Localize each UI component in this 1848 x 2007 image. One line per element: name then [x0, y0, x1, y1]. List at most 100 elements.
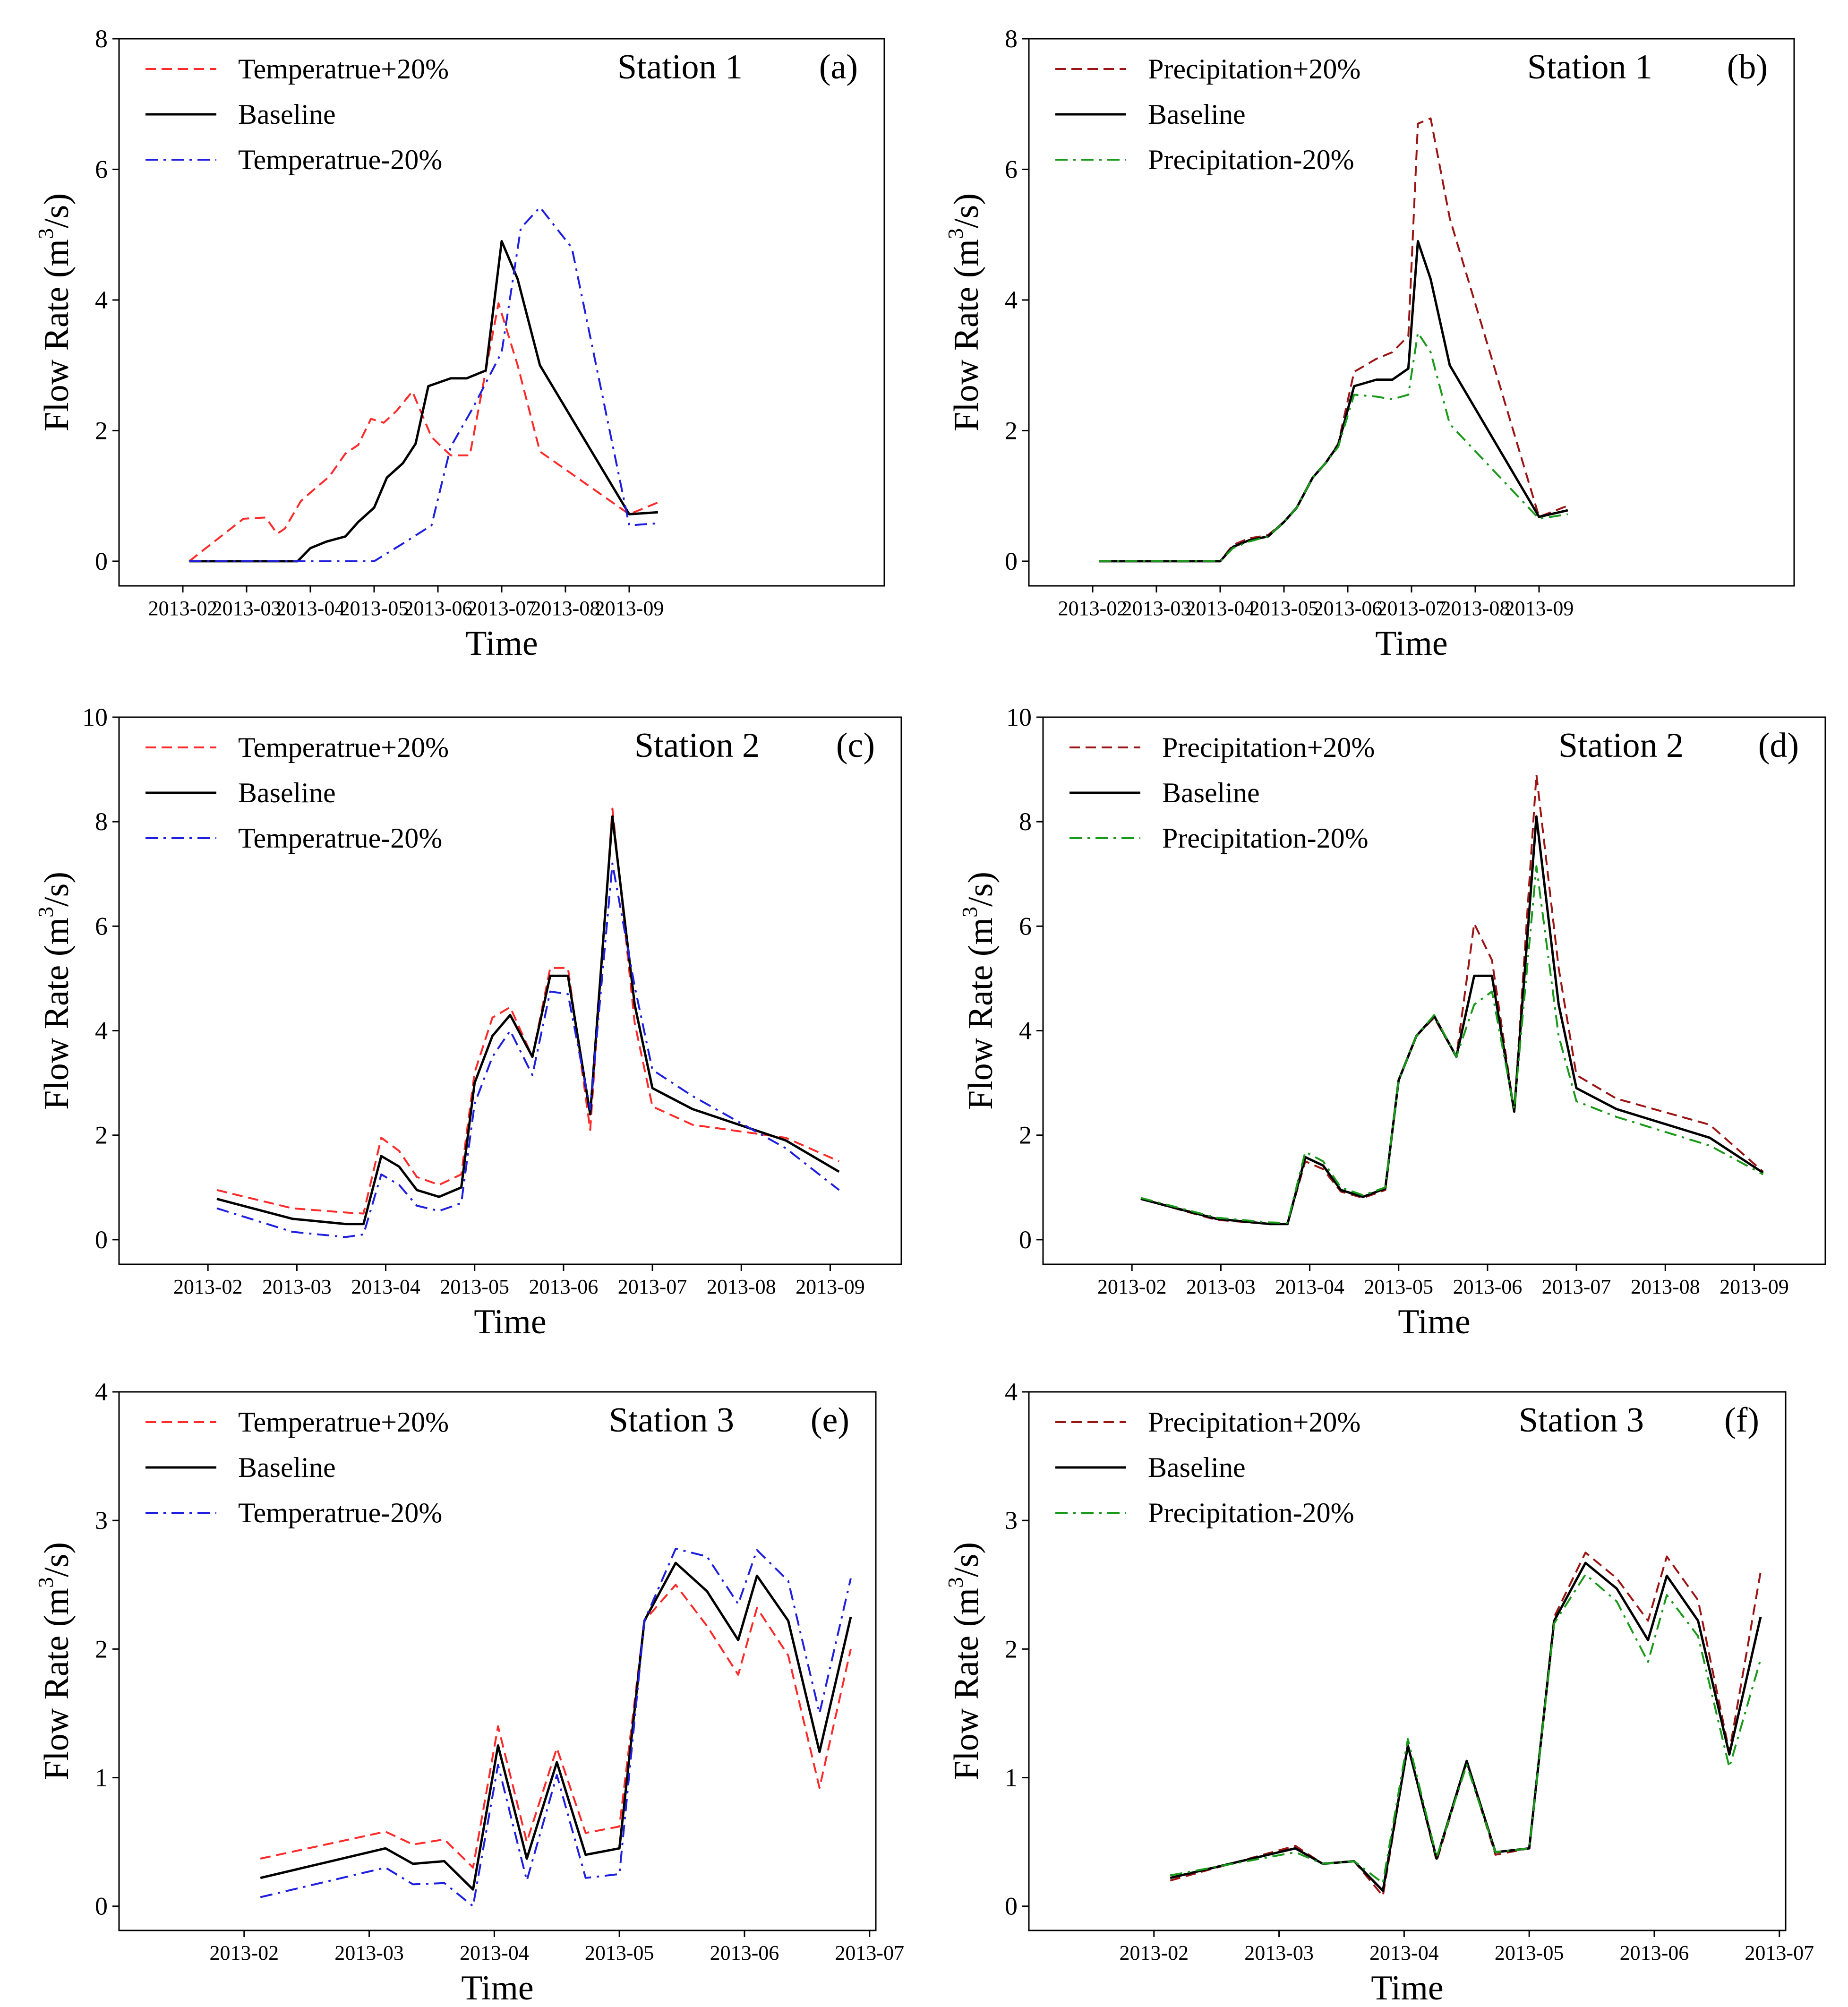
y-tick-label: 2 [1005, 1635, 1018, 1663]
series-line-temperatrue-20- [260, 1584, 852, 1869]
series-group [260, 1548, 852, 1907]
panel-tag: (e) [811, 1401, 849, 1440]
y-axis-title-suffix: /s) [37, 872, 76, 907]
x-tick-label: 2013-06 [1313, 597, 1383, 620]
x-tick-label: 2013-07 [1377, 597, 1446, 620]
y-tick-label: 0 [1005, 1892, 1018, 1921]
x-tick-label: 2013-07 [1745, 1941, 1814, 1964]
series-line-baseline [1099, 240, 1568, 563]
series-line-temperatrue-20- [188, 302, 659, 562]
y-axis-title-sup: 3 [943, 1577, 967, 1588]
y-tick-label: 0 [1005, 547, 1018, 575]
plot-frame [118, 716, 902, 1265]
y-tick-label: 8 [95, 25, 108, 53]
series-line-temperatrue-20- [216, 862, 840, 1238]
y-axis-title: Flow Rate (m3/s) [943, 1542, 986, 1780]
y-axis-title: Flow Rate (m3/s) [34, 193, 76, 431]
x-tick-label: 2013-05 [440, 1275, 509, 1298]
y-axis-title-sup: 3 [958, 907, 982, 918]
x-tick-label: 2013-06 [403, 597, 473, 620]
x-tick-label: 2013-02 [173, 1275, 243, 1298]
x-axis-title: Time [1371, 1969, 1444, 2007]
x-tick-label: 2013-03 [1186, 1275, 1256, 1298]
legend-label: Precipitation-20% [1148, 144, 1354, 175]
series-line-precipitation-20- [1170, 1573, 1762, 1884]
panel-tag: (c) [836, 726, 875, 765]
series-line-temperatrue-20- [216, 807, 840, 1215]
y-axis-title-prefix: Flow Rate (m [37, 1588, 76, 1780]
y-axis-title-suffix: /s) [947, 193, 986, 228]
series-group [1140, 773, 1764, 1226]
legend-label: Baseline [1162, 777, 1260, 808]
x-tick-label: 2013-08 [1441, 597, 1510, 620]
legend-label: Temperatrue+20% [238, 1407, 449, 1438]
y-axis-title-suffix: /s) [947, 1542, 986, 1577]
plot-frame [118, 1391, 877, 1931]
x-tick-label: 2013-04 [351, 1275, 420, 1298]
y-axis-title-suffix: /s) [37, 193, 76, 228]
x-tick-label: 2013-06 [529, 1275, 599, 1298]
series-group [1170, 1552, 1762, 1897]
x-tick-label: 2013-08 [531, 597, 600, 620]
x-axis-title: Time [461, 1969, 534, 2007]
y-axis-title-prefix: Flow Rate (m [961, 918, 1000, 1110]
y-tick-label: 4 [1005, 286, 1018, 314]
x-tick-label: 2013-04 [460, 1941, 529, 1964]
legend-label: Temperatrue-20% [238, 1497, 442, 1528]
series-line-baseline [216, 815, 840, 1226]
x-tick-label: 2013-03 [334, 1941, 404, 1964]
y-tick-label: 0 [1019, 1226, 1032, 1254]
y-tick-label: 3 [1005, 1506, 1018, 1535]
y-tick-label: 4 [95, 1017, 108, 1045]
x-tick-label: 2013-07 [618, 1275, 687, 1298]
legend-label: Temperatrue-20% [238, 823, 442, 854]
series-line-baseline [260, 1561, 852, 1891]
y-axis-title-suffix: /s) [37, 1542, 76, 1577]
y-tick-label: 6 [1005, 155, 1018, 183]
x-tick-label: 2013-05 [340, 597, 409, 620]
y-axis-title: Flow Rate (m3/s) [34, 872, 76, 1110]
legend-label: Precipitation-20% [1148, 1497, 1354, 1528]
y-tick-label: 6 [1019, 912, 1032, 940]
y-axis-title: Flow Rate (m3/s) [958, 872, 1000, 1110]
legend-label: Precipitation+20% [1162, 732, 1375, 763]
y-tick-label: 4 [95, 286, 108, 314]
x-axis-title: Time [1398, 1303, 1471, 1341]
y-axis-title-prefix: Flow Rate (m [37, 239, 76, 431]
y-axis-title-sup: 3 [34, 907, 58, 918]
x-tick-label: 2013-06 [1453, 1275, 1523, 1298]
x-axis-title: Time [1375, 624, 1448, 663]
plot-frame [1028, 1391, 1787, 1931]
y-axis-title: Flow Rate (m3/s) [943, 193, 986, 431]
y-axis-title-prefix: Flow Rate (m [947, 239, 986, 431]
series-line-precipitation-20- [1170, 1552, 1762, 1897]
y-tick-label: 2 [95, 416, 108, 445]
panel-b: 0 2 4 6 8 2013-022013-032013-042013-052013-06… [943, 25, 1795, 663]
x-tick-label: 2013-05 [1249, 597, 1319, 620]
x-tick-label: 2013-06 [1620, 1941, 1689, 1964]
x-tick-label: 2013-09 [796, 1275, 865, 1298]
x-tick-label: 2013-08 [1631, 1275, 1700, 1298]
x-tick-label: 2013-03 [212, 597, 282, 620]
x-tick-label: 2013-04 [276, 597, 345, 620]
x-tick-label: 2013-04 [1186, 597, 1255, 620]
x-tick-label: 2013-07 [835, 1941, 904, 1964]
y-tick-label: 10 [1006, 703, 1032, 731]
x-axis-title: Time [465, 624, 538, 663]
series-group [188, 206, 659, 563]
y-tick-label: 2 [95, 1121, 108, 1149]
x-tick-label: 2013-02 [209, 1941, 279, 1964]
x-tick-label: 2013-02 [1119, 1941, 1189, 1964]
x-tick-label: 2013-09 [1505, 597, 1574, 620]
y-tick-label: 0 [95, 1892, 108, 1921]
y-tick-label: 6 [95, 912, 108, 940]
x-tick-label: 2013-03 [262, 1275, 332, 1298]
legend-label: Precipitation+20% [1148, 1407, 1360, 1438]
x-axis-title: Time [474, 1303, 547, 1341]
panel-tag: (f) [1724, 1401, 1759, 1440]
panel-tag: (b) [1727, 48, 1768, 86]
legend-label: Baseline [238, 777, 336, 808]
y-axis-title-sup: 3 [943, 228, 967, 239]
y-axis-title-suffix: /s) [961, 872, 1000, 907]
x-tick-label: 2013-06 [710, 1941, 779, 1964]
